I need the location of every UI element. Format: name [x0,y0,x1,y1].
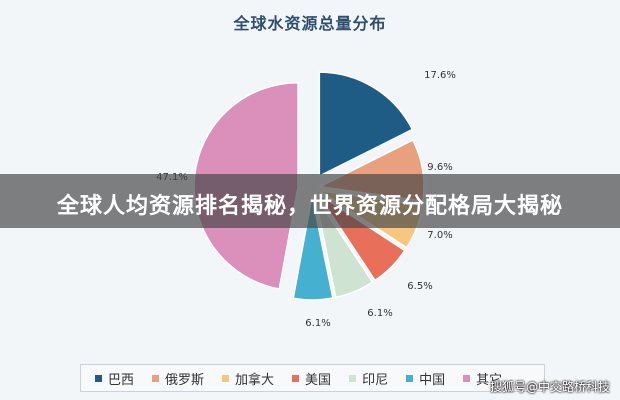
data-label-俄罗斯: 9.6% [427,162,452,173]
legend-swatch [152,374,160,382]
legend-item-美国: 美国 [292,369,331,388]
legend-label: 印尼 [362,372,389,388]
legend-label: 中国 [419,372,446,388]
legend-label: 俄罗斯 [165,372,205,388]
legend-item-其它: 其它 [463,369,502,388]
data-label-加拿大: 7.0% [427,230,452,241]
legend-swatch [95,374,102,382]
pie-slice-巴西 [318,71,414,178]
legend-item-俄罗斯: 俄罗斯 [152,369,204,388]
data-label-巴西: 17.6% [424,70,456,81]
legend-swatch [222,374,230,382]
chart-title: 全球水资源总量分布 [233,14,387,33]
legend-item-中国: 中国 [406,369,445,388]
headline-text: 全球人均资源排名揭秘，世界资源分配格局大揭秘 [56,194,563,219]
legend-swatch [292,374,300,382]
chart-legend: 巴西 俄罗斯 加拿大 美国 印尼 中国 其它 [80,364,545,392]
legend-swatch [463,374,471,382]
legend-swatch [406,374,414,382]
legend-item-巴西: 巴西 [95,369,134,388]
legend-item-印尼: 印尼 [349,369,388,388]
data-label-美国: 6.5% [407,281,432,292]
watermark: 搜狐号@中交路桥科技 [489,380,610,394]
legend-swatch [349,374,357,382]
legend-item-加拿大: 加拿大 [222,369,274,388]
legend-label: 美国 [305,372,332,388]
data-label-中国: 6.1% [305,318,330,329]
legend-label: 巴西 [108,372,135,388]
legend-label: 加拿大 [235,372,275,388]
headline-banner [0,174,620,228]
legend-label: 其它 [476,372,503,388]
data-label-印尼: 6.1% [367,308,392,319]
pie-slice-中国 [292,195,334,301]
